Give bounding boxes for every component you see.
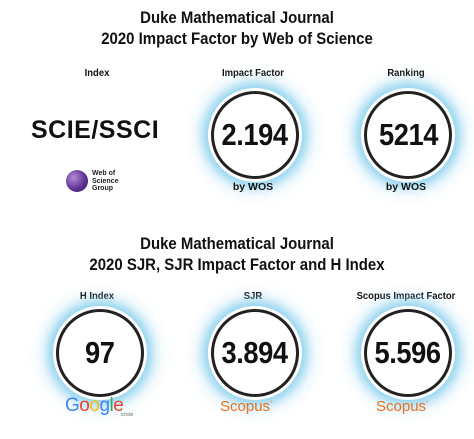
h-index-label: H Index	[79, 290, 115, 302]
impact-factor-label: Impact Factor	[222, 67, 284, 79]
sjr-badge: 3.894	[211, 309, 299, 397]
google-scholar-logo: Google scholar	[65, 395, 135, 418]
section1-title-line1: Duke Mathematical Journal	[140, 8, 334, 27]
scopus-impact-factor-value: 5.596	[374, 335, 442, 370]
scopus-impact-factor-label: Scopus Impact Factor	[356, 290, 456, 302]
section1-title-line2: 2020 Impact Factor by Web of Science	[101, 29, 373, 48]
impact-factor-badge: 2.194	[211, 91, 299, 179]
h-index-value: 97	[85, 335, 115, 370]
ranking-label: Ranking	[387, 67, 425, 79]
sjr-value: 3.894	[221, 335, 289, 370]
impact-factor-source: by WOS	[232, 181, 274, 193]
ranking-badge: 5214	[364, 91, 452, 179]
wos-logo-line3: Group	[92, 185, 113, 192]
ranking-value: 5214	[378, 117, 438, 152]
wos-logo-line2: Science	[92, 177, 119, 185]
scopus-impact-factor-badge: 5.596	[364, 309, 452, 397]
index-value: SCIE/SSCI	[31, 116, 160, 144]
section2-title-line1: Duke Mathematical Journal	[140, 234, 334, 253]
google-scholar-text: scholar	[120, 412, 133, 418]
section2-title-line2: 2020 SJR, SJR Impact Factor and H Index	[89, 255, 385, 274]
wos-logo-line1: Web of	[92, 170, 116, 177]
sjr-label: SJR	[243, 290, 263, 302]
scopus-logo: Scopus°	[220, 398, 273, 415]
scopus-logo-2-text: Scopus	[376, 398, 427, 415]
index-label: Index	[84, 67, 110, 79]
impact-factor-value: 2.194	[221, 117, 289, 152]
scopus-logo-2: Scopus°	[376, 398, 429, 415]
h-index-badge: 97	[56, 309, 144, 397]
ranking-source: by WOS	[385, 181, 427, 193]
google-logo-text: Google	[65, 395, 124, 416]
web-of-science-globe-icon	[66, 170, 88, 193]
scopus-logo-text: Scopus	[220, 398, 271, 415]
web-of-science-logo: Web of Science Group	[66, 170, 118, 193]
